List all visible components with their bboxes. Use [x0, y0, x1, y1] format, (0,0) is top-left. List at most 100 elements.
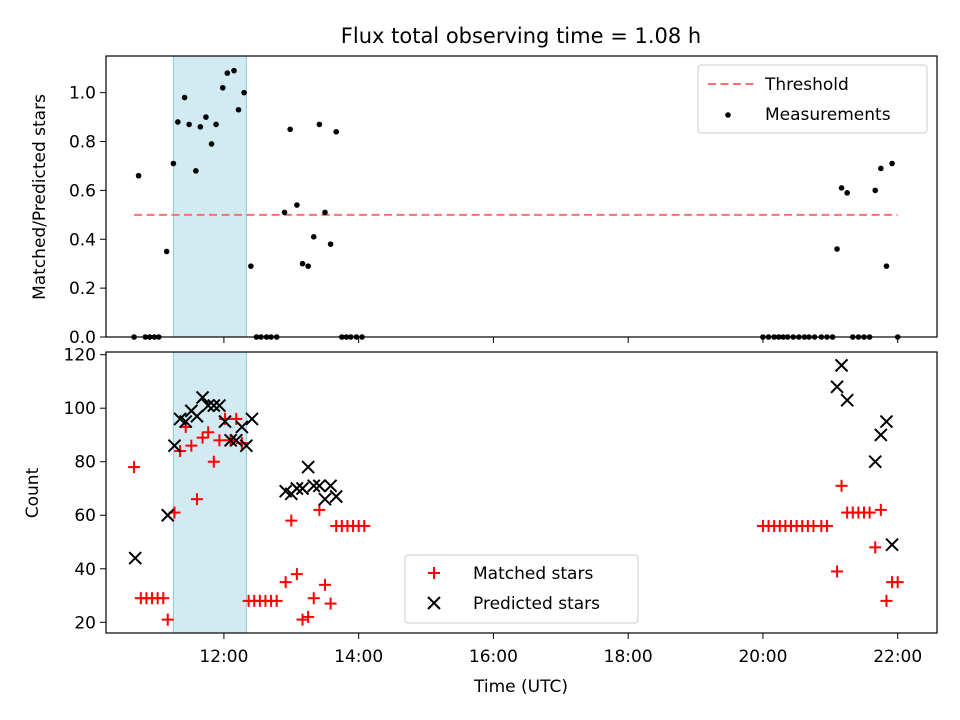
measurement-point — [333, 128, 340, 135]
matched-star-point — [891, 576, 904, 589]
measurement-point — [281, 209, 288, 216]
bottom-y-tick-label: 60 — [74, 506, 96, 526]
matched-star-point — [213, 434, 226, 447]
measurement-point — [327, 241, 334, 247]
matched-star-point — [358, 519, 371, 532]
bottom-highlight-band — [172, 351, 247, 634]
predicted-star-point — [307, 479, 321, 493]
bottom-y-tick-label: 120 — [64, 346, 96, 366]
matched-star-point — [207, 455, 220, 468]
matched-star-point — [313, 503, 326, 516]
measurement-point — [878, 165, 884, 172]
predicted-star-point — [290, 481, 304, 496]
legend-predicted-label: Predicted stars — [473, 594, 600, 614]
measurement-point — [834, 246, 840, 252]
matched-star-point — [279, 576, 292, 589]
bottom-legend: Matched stars Predicted stars — [404, 554, 639, 624]
bottom-plot-frame — [105, 351, 938, 634]
matched-star-point — [270, 594, 283, 607]
matched-star-point — [863, 506, 876, 519]
matched-star-point — [161, 613, 174, 626]
measurement-point — [235, 106, 242, 113]
measurement-point — [889, 160, 895, 167]
top-y-axis: 0.0 0.2 0.4 0.6 0.8 1.0 — [69, 84, 106, 348]
predicted-star-point — [834, 358, 849, 373]
matched-star-point — [202, 426, 215, 439]
legend-matched-swatch — [428, 567, 440, 579]
matched-star-point — [831, 565, 844, 578]
predicted-star-point — [229, 433, 243, 448]
matched-star-point — [285, 514, 298, 527]
measurement-point — [193, 168, 199, 174]
measurement-point — [224, 70, 231, 76]
matched-star-point — [290, 568, 303, 581]
x-tick-label: 14:00 — [334, 647, 383, 667]
predicted-star-point — [239, 438, 254, 453]
measurement-point — [248, 263, 254, 269]
predicted-star-point — [161, 508, 175, 522]
measurement-point — [872, 187, 879, 194]
bottom-y-tick-label: 40 — [74, 560, 96, 580]
predicted-star-point — [329, 489, 343, 504]
matched-star-point — [318, 578, 331, 591]
measurement-point — [316, 121, 323, 128]
bottom-y-tick-label: 80 — [74, 453, 96, 473]
measurement-point — [208, 141, 215, 147]
predicted-star-point — [212, 398, 227, 413]
matched-star-point — [230, 412, 243, 425]
measurement-point — [241, 89, 247, 96]
predicted-star-point — [190, 409, 204, 423]
predicted-star-point — [879, 414, 894, 429]
predicted-star-point — [312, 479, 327, 493]
x-tick-label: 16:00 — [469, 647, 518, 667]
predicted-star-point — [885, 537, 899, 552]
bottom-y-axis: 20 40 60 80 100 120 — [64, 346, 106, 633]
measurement-point — [213, 121, 219, 128]
bottom-x-axis-label: Time (UTC) — [473, 677, 568, 697]
measurement-point — [322, 209, 328, 216]
top-legend: Threshold Measurements — [697, 64, 928, 134]
predicted-star-point — [868, 455, 882, 469]
matched-stars-points — [128, 412, 904, 626]
measurement-point — [163, 248, 170, 255]
measurement-point — [186, 121, 192, 128]
top-y-axis-label: Matched/Predicted stars — [30, 94, 50, 300]
bottom-panel: 20 40 60 80 100 120 12:00 14:00 16:00 18:00 20:00… — [23, 346, 938, 697]
predicted-star-point — [301, 460, 315, 474]
predicted-star-point — [167, 438, 182, 453]
predicted-star-point — [874, 428, 888, 442]
matched-star-point — [880, 594, 893, 607]
measurement-point — [219, 84, 226, 91]
measurement-point — [838, 185, 845, 191]
matched-star-point — [869, 541, 882, 554]
matched-star-point — [307, 592, 320, 605]
measurement-point — [175, 119, 181, 125]
measurement-point — [170, 160, 177, 167]
predicted-star-point — [840, 393, 854, 407]
predicted-star-point — [218, 414, 232, 429]
matched-star-point — [128, 461, 141, 474]
measurement-point — [287, 126, 293, 133]
predicted-star-point — [235, 420, 249, 434]
measurement-point — [231, 67, 237, 74]
matched-star-point — [324, 597, 337, 610]
predicted-stars-points — [128, 358, 899, 565]
matched-star-point — [196, 431, 209, 444]
bottom-legend-box — [404, 554, 639, 624]
measurement-point — [203, 114, 209, 120]
predicted-star-point — [207, 398, 221, 413]
measurement-point — [299, 260, 306, 267]
bottom-y-tick-label: 20 — [74, 613, 96, 633]
measurement-point — [181, 94, 188, 101]
top-y-tick-label: 0.2 — [69, 279, 96, 299]
top-panel: 0.0 0.2 0.4 0.6 0.8 1.0 Matched/Predicted sta… — [30, 55, 938, 348]
measurement-point — [135, 172, 142, 179]
predicted-star-point — [323, 479, 338, 493]
predicted-star-point — [195, 390, 210, 405]
matched-star-point — [157, 592, 170, 605]
legend-predicted-swatch — [427, 596, 441, 610]
matched-star-point — [190, 493, 203, 506]
measurement-point — [844, 190, 850, 196]
top-x-ticks — [223, 337, 899, 343]
